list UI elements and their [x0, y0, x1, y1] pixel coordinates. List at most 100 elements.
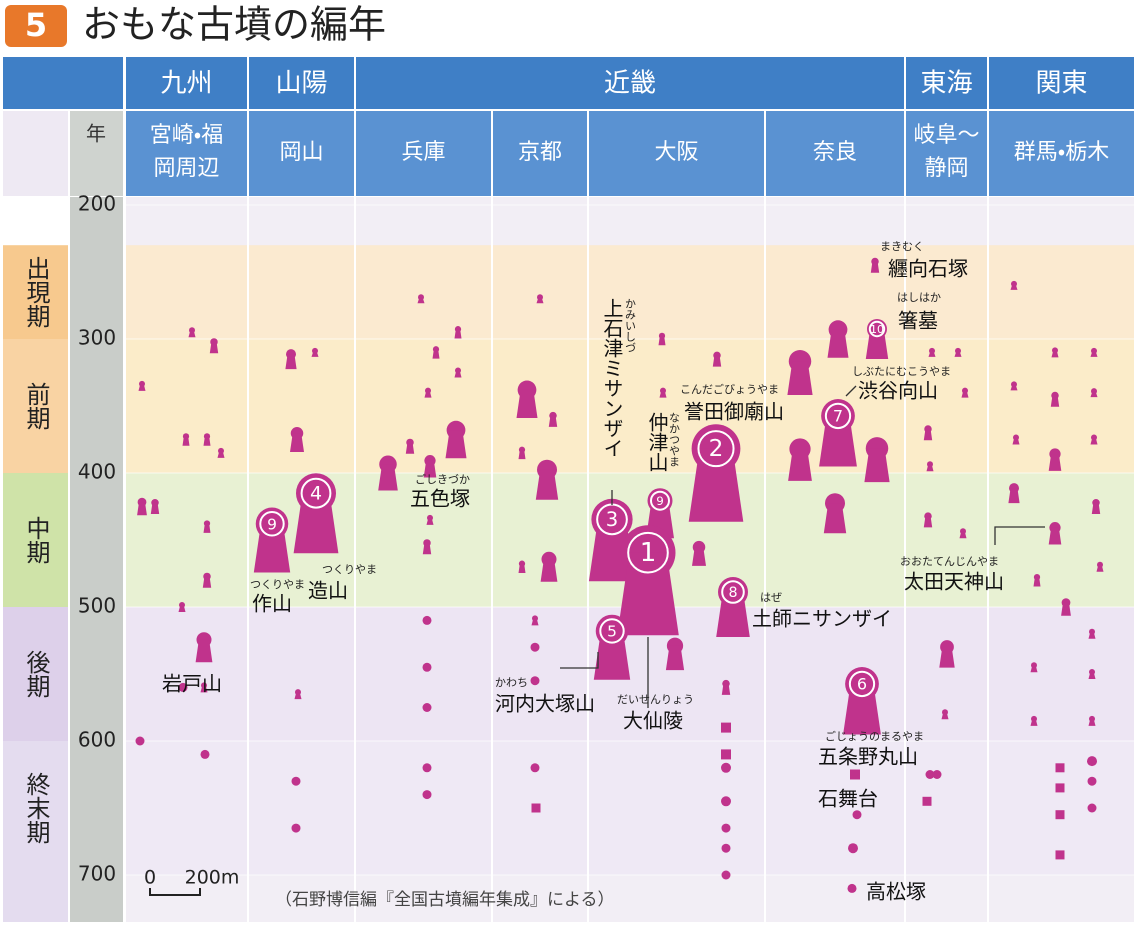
- keyhole-tomb: [1090, 388, 1098, 398]
- keyhole-tomb: [454, 367, 462, 378]
- rank-ring: [697, 430, 735, 468]
- period-band: [125, 245, 1135, 339]
- rank-ring: [824, 402, 852, 430]
- round-tomb: [1087, 803, 1097, 813]
- keyhole-tomb: [712, 351, 722, 367]
- rank-number: 7: [833, 406, 843, 425]
- chart-title: おもな古墳の編年: [82, 3, 386, 47]
- keyhole-tomb: [923, 425, 933, 441]
- tomb-front: [823, 503, 847, 534]
- tomb-front: [721, 683, 731, 695]
- keyhole-tomb: [202, 572, 212, 588]
- prefecture-label: 大阪: [654, 140, 698, 165]
- period-band: [125, 339, 1135, 473]
- tomb-front: [1048, 527, 1062, 545]
- tomb-front: [531, 618, 539, 626]
- tomb-reading: だいせんりょう: [617, 693, 694, 706]
- rank-number: 9: [267, 515, 277, 533]
- round-tomb: [291, 823, 301, 833]
- tomb-reading: まきむく: [880, 240, 924, 253]
- keyhole-tomb: [518, 446, 526, 460]
- tomb-front: [535, 469, 559, 500]
- prefecture-cell: [589, 111, 764, 196]
- tomb-front: [843, 683, 881, 735]
- header-corner: [3, 57, 123, 109]
- keyhole-tomb: [1010, 381, 1018, 391]
- prefecture-label: 岐阜〜: [913, 123, 979, 148]
- tomb-front: [138, 383, 146, 391]
- tomb-front: [378, 464, 398, 491]
- rank-ring: [650, 490, 670, 511]
- tomb-reading: こんだごびょうやま: [680, 382, 779, 396]
- tomb-reading: つくりやま: [250, 578, 305, 591]
- square-tomb: [850, 769, 860, 780]
- tomb-front: [432, 349, 440, 359]
- keyhole-tomb: [454, 326, 462, 339]
- keyhole-tomb: [1061, 598, 1071, 616]
- tomb-front: [959, 531, 967, 539]
- tomb-front: [788, 448, 812, 481]
- prefecture-label: 群馬・栃木: [1014, 140, 1109, 165]
- tomb-front: [1090, 437, 1098, 445]
- keyhole-tomb: [417, 294, 425, 304]
- keyhole-tomb: [137, 497, 147, 516]
- keyhole-tomb: [294, 689, 302, 700]
- keyhole-tomb: [939, 640, 955, 668]
- column-lines: [124, 197, 1136, 922]
- region-cell: [249, 57, 354, 109]
- square-tomb: [1055, 783, 1065, 793]
- tomb-front: [870, 261, 880, 273]
- tomb-front: [203, 436, 211, 446]
- tomb-front: [659, 390, 667, 398]
- tomb-reading: つくりやま: [322, 563, 377, 576]
- tomb-reading: おおたてんじんやま: [900, 555, 999, 568]
- keyhole-tomb: [422, 539, 432, 555]
- tomb-front: [209, 341, 219, 354]
- tomb-front: [405, 442, 415, 454]
- tomb-front: [293, 493, 339, 554]
- keyhole-tomb: [150, 499, 160, 514]
- keyhole-tomb: [659, 387, 667, 398]
- round-tomb: [291, 776, 301, 786]
- tomb-front: [417, 297, 425, 304]
- tomb-front: [1033, 577, 1041, 587]
- tomb-front: [1088, 718, 1096, 726]
- keyhole-tomb: [203, 520, 211, 533]
- rank-ring: [721, 580, 745, 604]
- rank-number: 6: [857, 674, 867, 693]
- square-tomb: [1055, 850, 1065, 860]
- tomb-name: 岩戸山: [162, 672, 222, 696]
- tomb-front: [150, 502, 160, 514]
- tomb-front: [1096, 564, 1104, 572]
- tomb-reading: はぜ: [760, 591, 782, 604]
- square-tomb: [721, 749, 731, 760]
- tomb-name: 高松塚: [866, 880, 926, 904]
- leader-lines: [560, 385, 1045, 708]
- keyhole-tomb: [445, 420, 467, 459]
- tomb-front: [819, 415, 857, 467]
- prefecture-cell: [126, 111, 247, 196]
- period-cell: [3, 607, 68, 741]
- period-label: 中期: [22, 516, 50, 564]
- region-cell: [356, 57, 904, 109]
- keyhole-tomb: [217, 447, 225, 458]
- tomb-front: [1030, 665, 1038, 673]
- tomb-front: [588, 519, 636, 582]
- tomb-name: 太田天神山: [904, 570, 1004, 594]
- tomb-name: 五色塚: [410, 487, 470, 511]
- keyhole-tomb: [311, 347, 319, 357]
- tomb-name: 石舞台: [818, 787, 878, 811]
- period-cell: [3, 339, 68, 473]
- tomb-front: [1088, 631, 1096, 639]
- square-tomb: [531, 803, 541, 813]
- tomb-front: [217, 450, 225, 458]
- title-badge: [5, 5, 67, 47]
- tomb-front: [939, 647, 955, 668]
- keyhole-tomb: [823, 493, 847, 534]
- y-tick-label: 400: [78, 460, 116, 484]
- region-label: 東海: [920, 69, 972, 99]
- region-cell: [126, 57, 247, 109]
- square-tomb: [1055, 763, 1065, 773]
- period-cell: [3, 245, 68, 339]
- round-tomb: [200, 749, 210, 759]
